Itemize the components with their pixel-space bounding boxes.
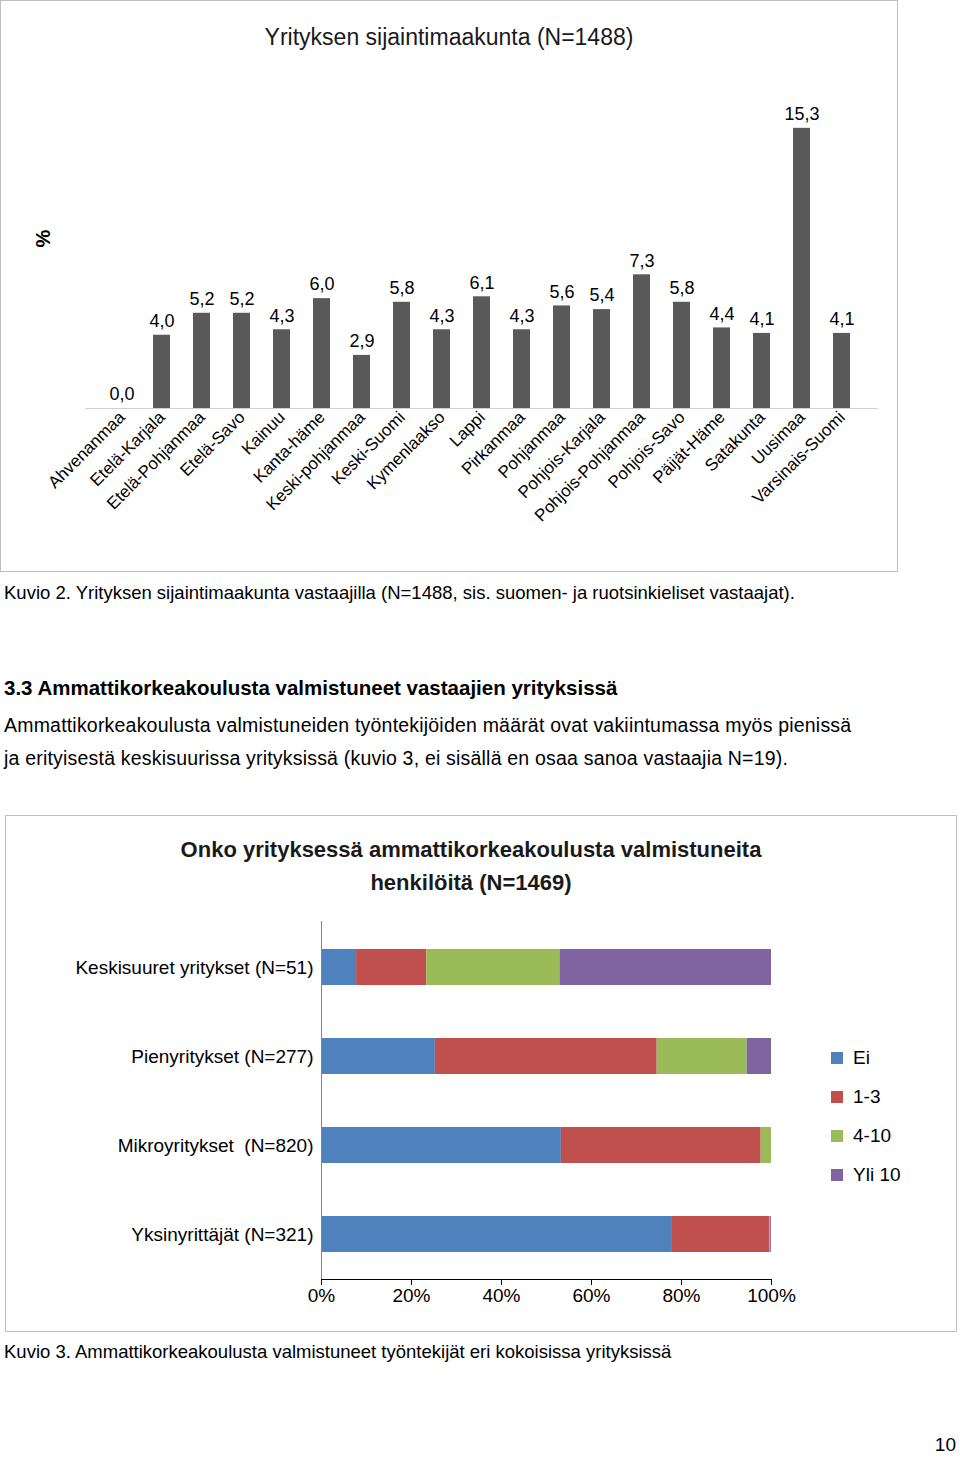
svg-text:Pienyritykset (N=277): Pienyritykset (N=277): [131, 1046, 313, 1067]
svg-text:Kainuu: Kainuu: [237, 407, 289, 459]
svg-text:Päijät-Häme: Päijät-Häme: [649, 407, 729, 488]
svg-text:Keski-pohjanmaa: Keski-pohjanmaa: [262, 407, 369, 515]
html-text:3.3 Ammattikorkeakoulusta valm: 3.3 Ammattikorkeakoulusta valmistuneet v…: [4, 676, 618, 699]
svg-text:Pohjois-Savo: Pohjois-Savo: [604, 407, 689, 492]
svg-text:Ahvenanmaa: Ahvenanmaa: [44, 407, 129, 492]
svg-text:4,1: 4,1: [829, 309, 854, 329]
svg-text:5,8: 5,8: [389, 278, 414, 298]
svg-text:Kymenlaakso: Kymenlaakso: [363, 408, 449, 494]
svg-text:5,2: 5,2: [229, 289, 254, 309]
svg-text:Pohjois-Karjala: Pohjois-Karjala: [514, 407, 609, 502]
svg-text:100%: 100%: [747, 1285, 796, 1306]
svg-text:Pirkanmaa: Pirkanmaa: [457, 407, 529, 479]
svg-text:Varsinais-Suomi: Varsinais-Suomi: [749, 408, 849, 508]
svg-text:60%: 60%: [572, 1285, 610, 1306]
svg-text:5,2: 5,2: [189, 289, 214, 309]
html-text:1-3: 1-3: [853, 1085, 881, 1107]
svg-text:0%: 0%: [308, 1285, 336, 1306]
svg-text:4,4: 4,4: [709, 304, 734, 324]
svg-text:Keskisuuret yritykset (N=51): Keskisuuret yritykset (N=51): [75, 957, 313, 978]
svg-text:2,9: 2,9: [349, 331, 374, 351]
svg-text:Mikroyritykset (N=820): Mikroyritykset (N=820): [118, 1135, 314, 1156]
svg-text:4,3: 4,3: [429, 306, 454, 326]
html-text:Kuvio 3. Ammattikorkeakoulusta: Kuvio 3. Ammattikorkeakoulusta valmistun…: [4, 1341, 672, 1362]
svg-text:Keski-Suomi: Keski-Suomi: [327, 407, 409, 489]
svg-text:7,3: 7,3: [629, 251, 654, 271]
svg-text:Pohjanmaa: Pohjanmaa: [494, 407, 569, 482]
svg-text:Yksinyrittäjät (N=321): Yksinyrittäjät (N=321): [131, 1224, 313, 1245]
svg-text:6,1: 6,1: [469, 273, 494, 293]
svg-text:4,3: 4,3: [509, 306, 534, 326]
svg-text:0,0: 0,0: [109, 384, 134, 404]
svg-text:Etelä-Karjala: Etelä-Karjala: [86, 407, 169, 490]
svg-text:Pohjois-Pohjanmaa: Pohjois-Pohjanmaa: [531, 407, 649, 526]
svg-text:Uusimaa: Uusimaa: [747, 407, 809, 469]
svg-text:20%: 20%: [392, 1285, 430, 1306]
svg-text:80%: 80%: [662, 1285, 700, 1306]
html-text:10: 10: [934, 1434, 956, 1455]
svg-text:4,3: 4,3: [269, 306, 294, 326]
svg-text:Satakunta: Satakunta: [701, 407, 769, 476]
html-text:Ei: Ei: [853, 1046, 870, 1068]
html-text:ja erityisestä keskisuurissa y: ja erityisestä keskisuurissa yrityksissä…: [4, 747, 789, 769]
svg-text:5,8: 5,8: [669, 278, 694, 298]
svg-text:5,4: 5,4: [589, 285, 614, 305]
html-text:Ammattikorkeakoulusta valmistu: Ammattikorkeakoulusta valmistuneiden työ…: [4, 714, 852, 736]
html-text:Kuvio 2. Yrityksen sijaintimaa: Kuvio 2. Yrityksen sijaintimaakunta vast…: [4, 582, 795, 603]
svg-text:5,6: 5,6: [549, 282, 574, 302]
html-text:4-10: 4-10: [853, 1124, 891, 1146]
svg-text:4,0: 4,0: [149, 311, 174, 331]
svg-text:Kanta-häme: Kanta-häme: [249, 407, 329, 487]
svg-text:Lappi: Lappi: [445, 407, 489, 451]
svg-text:40%: 40%: [482, 1285, 520, 1306]
html-text:Yli 10: Yli 10: [853, 1163, 901, 1185]
svg-text:15,3: 15,3: [784, 104, 819, 124]
svg-text:6,0: 6,0: [309, 274, 334, 294]
svg-text:4,1: 4,1: [749, 309, 774, 329]
html-text:Onko yrityksessä ammattikorkea: Onko yrityksessä ammattikorkeakoulusta v…: [180, 837, 762, 895]
svg-text:Etelä-Savo: Etelä-Savo: [176, 407, 249, 480]
svg-text:Etelä-Pohjanmaa: Etelä-Pohjanmaa: [103, 407, 209, 514]
html-text:Yrityksen sijaintimaakunta (N=: Yrityksen sijaintimaakunta (N=1488): [264, 24, 634, 50]
